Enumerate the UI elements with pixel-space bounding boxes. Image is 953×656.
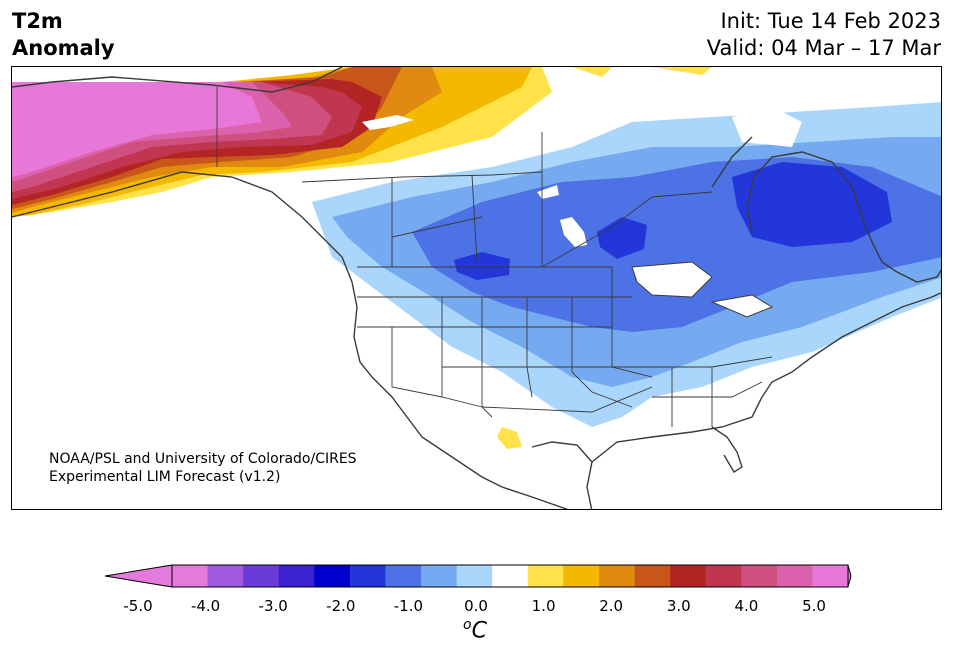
- credit-line-1: NOAA/PSL and University of Colorado/CIRE…: [49, 451, 357, 467]
- colorbar-swatch: [741, 565, 778, 587]
- variable-subtitle: Anomaly: [12, 36, 115, 60]
- colorbar-swatch: [705, 565, 742, 587]
- colorbar: [104, 564, 852, 588]
- map-canvas: [12, 67, 941, 509]
- colorbar-swatch: [385, 565, 422, 587]
- colorbar-swatch: [421, 565, 458, 587]
- state-boundaries: [216, 87, 773, 427]
- unit-letter: C: [471, 618, 487, 644]
- colorbar-swatch: [243, 565, 280, 587]
- colorbar-swatch: [634, 565, 671, 587]
- colorbar-swatch: [812, 565, 849, 587]
- colorbar-swatch: [349, 565, 386, 587]
- coastlines: [12, 67, 941, 509]
- colorbar-swatch: [278, 565, 315, 587]
- forecast-credit: NOAA/PSL and University of Colorado/CIRE…: [49, 450, 357, 486]
- variable-name: T2m: [12, 9, 63, 33]
- colorbar-swatch: [598, 565, 636, 587]
- colorbar-frame: [171, 564, 849, 588]
- map-title: T2m Anomaly: [12, 8, 115, 62]
- colorbar-unit: oC: [463, 617, 487, 643]
- credit-line-2: Experimental LIM Forecast (v1.2): [49, 469, 281, 485]
- colorbar-tick-label: -5.0: [123, 597, 153, 615]
- colorbar-swatch: [314, 565, 351, 587]
- anomaly-map: [11, 66, 942, 510]
- lakes: [362, 107, 802, 318]
- colorbar-swatch: [207, 565, 244, 587]
- colorbar-tick-label: 3.0: [666, 597, 691, 615]
- init-date: Init: Tue 14 Feb 2023: [720, 9, 941, 33]
- colorbar-tick-label: 0.0: [464, 597, 488, 615]
- colorbar-swatch: [492, 565, 529, 587]
- colorbar-swatch: [172, 565, 209, 587]
- colorbar-tick-label: 4.0: [734, 597, 759, 615]
- colorbar-tick-label: -1.0: [393, 597, 424, 615]
- colorbar-swatch: [527, 565, 564, 587]
- degree-symbol: o: [463, 617, 472, 633]
- colorbar-swatch: [670, 565, 707, 587]
- colorbar-under-arrow: [104, 564, 173, 588]
- valid-dates: Valid: 04 Mar – 17 Mar: [706, 36, 941, 60]
- colorbar-swatch: [456, 565, 493, 587]
- colorbar-swatch: [563, 565, 600, 587]
- colorbar-tick-label: 2.0: [599, 597, 624, 615]
- colorbar-tick-label: -3.0: [258, 597, 288, 615]
- colorbar-tick-label: -2.0: [326, 597, 356, 615]
- colorbar-tick-label: -4.0: [190, 597, 221, 615]
- warm-anomaly-shading: [12, 67, 712, 449]
- colorbar-tick-label: 1.0: [531, 597, 556, 615]
- cold-anomaly-shading: [312, 102, 941, 427]
- colorbar-swatch: [776, 565, 813, 587]
- colorbar-tick-label: 5.0: [802, 597, 826, 615]
- forecast-dates: Init: Tue 14 Feb 2023 Valid: 04 Mar – 17…: [707, 8, 941, 62]
